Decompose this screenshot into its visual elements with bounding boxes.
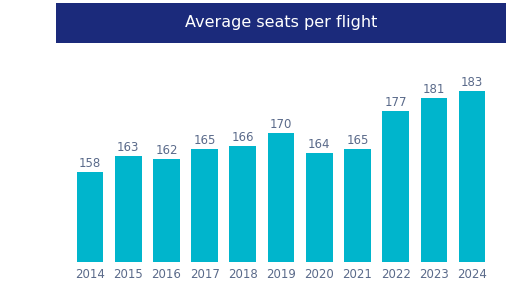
Bar <box>459 91 485 298</box>
Text: 164: 164 <box>308 138 331 150</box>
Text: 166: 166 <box>231 131 254 144</box>
Bar <box>229 146 256 298</box>
Bar <box>421 98 447 298</box>
Bar <box>191 149 218 298</box>
Text: 165: 165 <box>194 134 216 148</box>
Text: Average seats per flight: Average seats per flight <box>185 15 377 30</box>
Bar <box>115 156 142 298</box>
Bar <box>382 111 409 298</box>
Text: 165: 165 <box>346 134 368 148</box>
Text: 162: 162 <box>155 144 178 157</box>
Bar <box>77 172 103 298</box>
Text: 183: 183 <box>461 76 483 89</box>
Text: 163: 163 <box>117 141 140 154</box>
Bar <box>268 133 294 298</box>
Bar <box>344 149 371 298</box>
Text: 177: 177 <box>384 96 407 109</box>
Bar <box>306 153 333 298</box>
Text: 181: 181 <box>423 83 445 96</box>
Text: 158: 158 <box>79 157 101 170</box>
Text: 170: 170 <box>270 118 292 131</box>
Bar <box>153 159 180 298</box>
